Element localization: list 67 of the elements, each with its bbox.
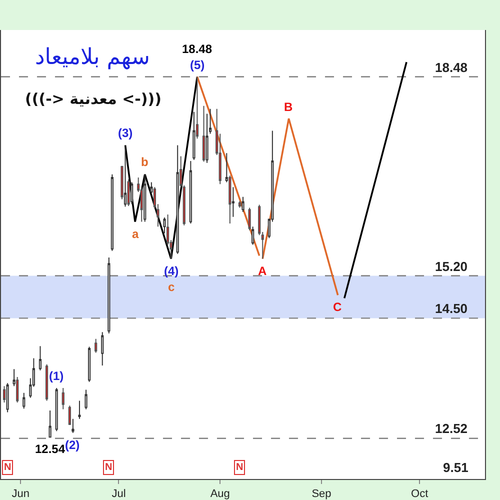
candlestick <box>120 165 124 200</box>
candlestick <box>62 387 64 410</box>
annotation: a <box>132 227 139 241</box>
candlestick <box>206 113 208 164</box>
candlestick <box>238 200 242 208</box>
ref-line-label: 18.48 <box>435 60 468 75</box>
x-tick-label: Jul <box>112 488 126 500</box>
annotation: (2) <box>65 438 80 452</box>
text: سهم بلاميعاد <box>35 45 150 70</box>
candlestick <box>144 174 146 222</box>
candlestick <box>124 144 127 208</box>
x-tick-label: Jun <box>12 488 30 500</box>
candlestick <box>225 152 228 183</box>
candlestick <box>232 186 234 218</box>
candlestick <box>110 174 114 252</box>
annotation: N <box>4 462 12 473</box>
annotation: B <box>284 100 293 114</box>
annotation: N <box>236 462 244 473</box>
candlestick <box>6 382 9 413</box>
candlestick <box>127 178 130 206</box>
annotation: (5) <box>190 58 205 72</box>
ref-line-label: 12.52 <box>435 421 468 436</box>
annotation: (4) <box>164 264 179 278</box>
candlestick <box>12 368 16 387</box>
annotation: (3) <box>118 126 133 140</box>
candlestick <box>130 182 134 205</box>
candlestick <box>22 392 26 410</box>
candlestick <box>45 364 48 402</box>
candlestick <box>48 410 52 438</box>
candlestick <box>189 160 192 224</box>
annotation: N <box>105 462 112 473</box>
candlestick <box>176 144 179 254</box>
candlestick <box>78 400 81 420</box>
candlestick <box>94 338 98 354</box>
candlestick <box>2 386 6 404</box>
candlestick <box>192 111 196 160</box>
candlestick <box>252 226 254 246</box>
candlestick <box>38 346 42 371</box>
annotation: A <box>258 264 267 278</box>
annotation: C <box>333 300 342 314</box>
candlestick <box>55 387 58 432</box>
annotation: b <box>141 155 148 169</box>
x-tick-label: Aug <box>210 488 230 500</box>
x-tick-label: Sep <box>312 488 332 500</box>
text: (((-> معدنية <-))) <box>25 90 162 108</box>
candlestick <box>248 207 251 231</box>
ref-line-label: 15.20 <box>435 259 468 274</box>
candlestick <box>88 346 91 382</box>
candlestick <box>84 389 88 410</box>
candlestick <box>202 105 206 162</box>
annotation: 18.48 <box>182 42 212 56</box>
annotation: 9.51 <box>443 460 468 475</box>
candlestick <box>68 405 71 426</box>
annotation: (1) <box>49 369 64 383</box>
candlestick <box>163 216 166 234</box>
candlestick <box>196 76 199 140</box>
candlestick <box>101 332 104 366</box>
candlestick <box>150 182 153 194</box>
candlestick <box>242 196 244 213</box>
annotation: c <box>168 280 175 294</box>
ref-line-label: 14.50 <box>435 301 468 316</box>
candlestick <box>16 376 19 404</box>
candlestick <box>108 257 110 334</box>
candlestick <box>72 418 74 434</box>
x-tick-label: Oct <box>411 488 428 500</box>
annotation: 12.54 <box>35 442 66 456</box>
candlestick <box>228 175 232 224</box>
